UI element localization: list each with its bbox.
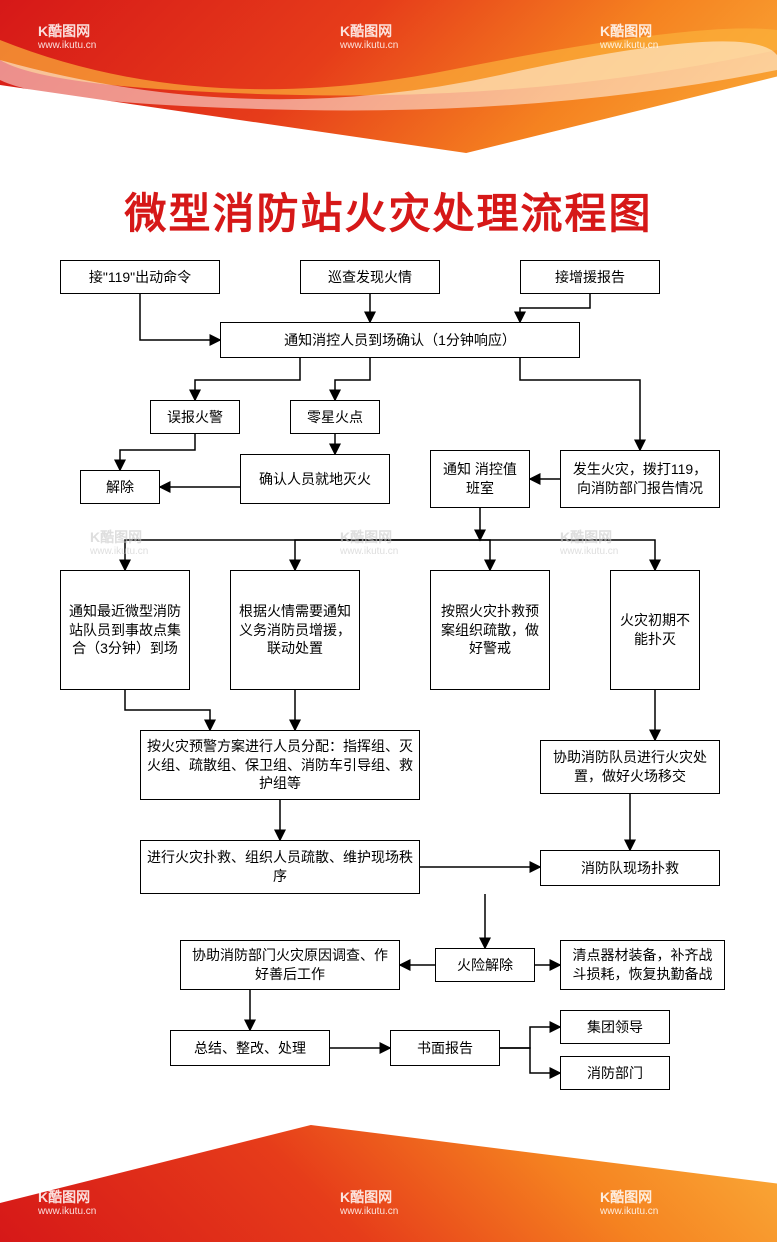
flowchart-node: 巡查发现火情 <box>300 260 440 294</box>
footer-decoration <box>0 1112 777 1242</box>
page-title: 微型消防站火灾处理流程图 <box>0 180 777 241</box>
flowchart-edges <box>50 250 727 1130</box>
flowchart-node: 发生火灾，拨打119，向消防部门报告情况 <box>560 450 720 508</box>
watermark: K酷图网www.ikutu.cn <box>38 24 96 51</box>
flowchart-node: 书面报告 <box>390 1030 500 1066</box>
flowchart-node: 零星火点 <box>290 400 380 434</box>
flowchart-node: 接增援报告 <box>520 260 660 294</box>
flowchart-node: 协助消防队员进行火灾处置，做好火场移交 <box>540 740 720 794</box>
watermark: K酷图网www.ikutu.cn <box>560 530 618 557</box>
flowchart-node: 总结、整改、处理 <box>170 1030 330 1066</box>
watermark: K酷图网www.ikutu.cn <box>340 530 398 557</box>
flowchart-node: 误报火警 <box>150 400 240 434</box>
flowchart-node: 根据火情需要通知义务消防员增援，联动处置 <box>230 570 360 690</box>
flowchart-node: 接"119"出动命令 <box>60 260 220 294</box>
flowchart-node: 消防队现场扑救 <box>540 850 720 886</box>
watermark: K酷图网www.ikutu.cn <box>90 530 148 557</box>
watermark: K酷图网www.ikutu.cn <box>340 24 398 51</box>
flowchart-node: 集团领导 <box>560 1010 670 1044</box>
flowchart-node: 清点器材装备，补齐战斗损耗，恢复执勤备战 <box>560 940 725 990</box>
flowchart-node: 解除 <box>80 470 160 504</box>
watermark: K酷图网www.ikutu.cn <box>340 1190 398 1217</box>
flowchart-node: 通知 消控值班室 <box>430 450 530 508</box>
flowchart-node: 通知消控人员到场确认（1分钟响应） <box>220 322 580 358</box>
watermark: K酷图网www.ikutu.cn <box>600 24 658 51</box>
flowchart-node: 火险解除 <box>435 948 535 982</box>
flowchart-node: 进行火灾扑救、组织人员疏散、维护现场秩序 <box>140 840 420 894</box>
watermark: K酷图网www.ikutu.cn <box>38 1190 96 1217</box>
flowchart-node: 协助消防部门火灾原因调查、作好善后工作 <box>180 940 400 990</box>
flowchart-node: 消防部门 <box>560 1056 670 1090</box>
flowchart-node: 按照火灾扑救预案组织疏散，做好警戒 <box>430 570 550 690</box>
flowchart-node: 火灾初期不能扑灭 <box>610 570 700 690</box>
flowchart-node: 确认人员就地灭火 <box>240 454 390 504</box>
watermark: K酷图网www.ikutu.cn <box>600 1190 658 1217</box>
flowchart-node: 通知最近微型消防站队员到事故点集合（3分钟）到场 <box>60 570 190 690</box>
flowchart-node: 按火灾预警方案进行人员分配：指挥组、灭火组、疏散组、保卫组、消防车引导组、救护组… <box>140 730 420 800</box>
flowchart-container: 接"119"出动命令 巡查发现火情 接增援报告通知消控人员到场确认（1分钟响应） 误报… <box>50 250 727 1130</box>
